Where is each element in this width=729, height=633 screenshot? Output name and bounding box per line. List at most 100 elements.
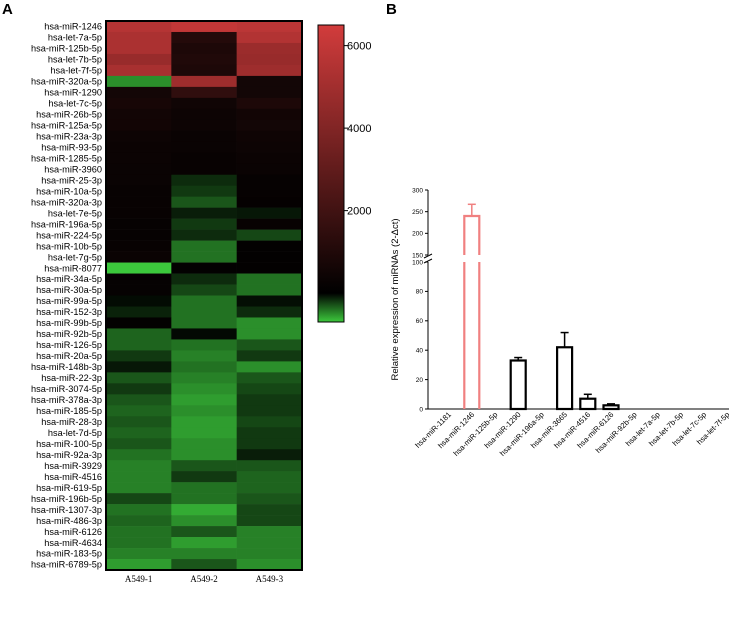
heatmap-cell	[236, 42, 303, 55]
heatmap-cell	[106, 251, 172, 263]
heatmap-cell	[106, 97, 172, 110]
heatmap-cell	[171, 130, 237, 143]
y-tick-label: 20	[416, 377, 424, 384]
y-tick-label: 100	[412, 259, 423, 266]
heatmap-row-label: hsa-miR-6126	[44, 527, 102, 537]
heatmap-cell	[236, 75, 303, 88]
heatmap-cell	[106, 108, 172, 121]
heatmap-cell	[171, 251, 237, 263]
bar	[509, 359, 527, 411]
heatmap-cell	[106, 218, 172, 230]
heatmap-cell	[171, 526, 237, 538]
heatmap-cell	[236, 53, 303, 66]
heatmap-cell	[171, 306, 237, 318]
heatmap-cell	[236, 163, 303, 176]
heatmap-cell	[171, 207, 237, 219]
heatmap-cell	[106, 262, 172, 274]
heatmap-row-label: hsa-miR-320a-5p	[31, 77, 102, 87]
heatmap-cell	[171, 482, 237, 494]
heatmap-cell	[106, 317, 172, 329]
heatmap-row-label: hsa-miR-100-5p	[36, 439, 102, 449]
heatmap-row-label: hsa-miR-92a-3p	[36, 450, 102, 460]
heatmap-row-label: hsa-miR-196b-5p	[31, 494, 102, 504]
bar	[579, 397, 597, 411]
heatmap-cell	[106, 31, 172, 44]
heatmap-row-label: hsa-miR-1285-5p	[31, 153, 102, 163]
heatmap-cell	[106, 328, 172, 340]
heatmap-cell	[236, 262, 303, 274]
heatmap-cell	[106, 42, 172, 55]
heatmap-column-label: A549-1	[125, 574, 153, 584]
heatmap-chart: hsa-miR-1246hsa-let-7a-5phsa-miR-125b-5p…	[31, 20, 303, 584]
heatmap-cell	[236, 537, 303, 549]
heatmap-cell	[171, 53, 237, 66]
heatmap-row-label: hsa-miR-3074-5p	[31, 384, 102, 394]
heatmap-cell	[171, 493, 237, 505]
heatmap-cell	[106, 383, 172, 395]
y-axis-label: Relative expression of miRNAs (2-Δct)	[390, 218, 401, 380]
y-tick-label: 80	[416, 289, 424, 296]
heatmap-cell	[106, 515, 172, 527]
heatmap-cell	[236, 493, 303, 505]
heatmap-cell	[236, 372, 303, 384]
heatmap-cell	[106, 405, 172, 417]
heatmap-cell	[236, 273, 303, 285]
heatmap-cell	[171, 119, 237, 132]
heatmap-cell	[236, 31, 303, 44]
heatmap-cell	[106, 471, 172, 483]
heatmap-cell	[106, 306, 172, 318]
heatmap-row-label: hsa-miR-34a-5p	[36, 274, 102, 284]
heatmap-cell	[106, 295, 172, 307]
heatmap-row-label: hsa-miR-30a-5p	[36, 285, 102, 295]
bar	[602, 404, 620, 411]
heatmap-cell	[171, 471, 237, 483]
heatmap-cell	[236, 339, 303, 351]
heatmap-cell	[171, 537, 237, 549]
heatmap-cell	[236, 383, 303, 395]
heatmap-cell	[171, 240, 237, 252]
colorbar-tick-label: 6000	[347, 41, 371, 53]
heatmap-row-label: hsa-miR-10b-5p	[36, 241, 102, 251]
heatmap-cell	[171, 460, 237, 472]
heatmap-column-label: A549-3	[256, 574, 284, 584]
heatmap-cell	[171, 86, 237, 99]
heatmap-cell	[236, 108, 303, 121]
heatmap-cell	[171, 97, 237, 110]
heatmap-cell	[171, 108, 237, 121]
heatmap-cell	[236, 64, 303, 77]
panel-label-b: B	[386, 1, 397, 18]
heatmap-cell	[236, 526, 303, 538]
y-tick-label: 40	[416, 348, 424, 355]
heatmap-cell	[236, 449, 303, 461]
heatmap-row-label: hsa-miR-486-3p	[36, 516, 102, 526]
heatmap-cell	[106, 174, 172, 186]
heatmap-cell	[106, 361, 172, 373]
heatmap-row-label: hsa-let-7c-5p	[48, 99, 102, 109]
heatmap-cell	[106, 427, 172, 439]
heatmap-cell	[106, 350, 172, 362]
y-tick-label: 150	[412, 252, 423, 259]
heatmap-cell	[171, 416, 237, 428]
heatmap-row-label: hsa-let-7e-5p	[48, 208, 102, 218]
heatmap-cell	[171, 504, 237, 516]
heatmap-cell	[106, 53, 172, 66]
y-tick-label: 300	[412, 187, 423, 194]
heatmap-cell	[236, 21, 303, 33]
heatmap-cell	[236, 504, 303, 516]
heatmap-cell	[171, 141, 237, 154]
heatmap-cell	[106, 284, 172, 296]
heatmap-cell	[171, 372, 237, 384]
heatmap-cell	[106, 141, 172, 154]
heatmap-cell	[171, 427, 237, 439]
heatmap-row-label: hsa-let-7b-5p	[48, 55, 102, 65]
heatmap-row-label: hsa-miR-23a-3p	[36, 131, 102, 141]
heatmap-cell	[106, 438, 172, 450]
heatmap-row-label: hsa-miR-185-5p	[36, 406, 102, 416]
heatmap-cell	[106, 86, 172, 99]
heatmap-cell	[236, 229, 303, 241]
heatmap-row-label: hsa-miR-152-3p	[36, 307, 102, 317]
heatmap-row-label: hsa-let-7a-5p	[48, 33, 102, 43]
y-tick-label: 60	[416, 318, 424, 325]
heatmap-cell	[171, 295, 237, 307]
heatmap-row-label: hsa-miR-320a-3p	[31, 197, 102, 207]
